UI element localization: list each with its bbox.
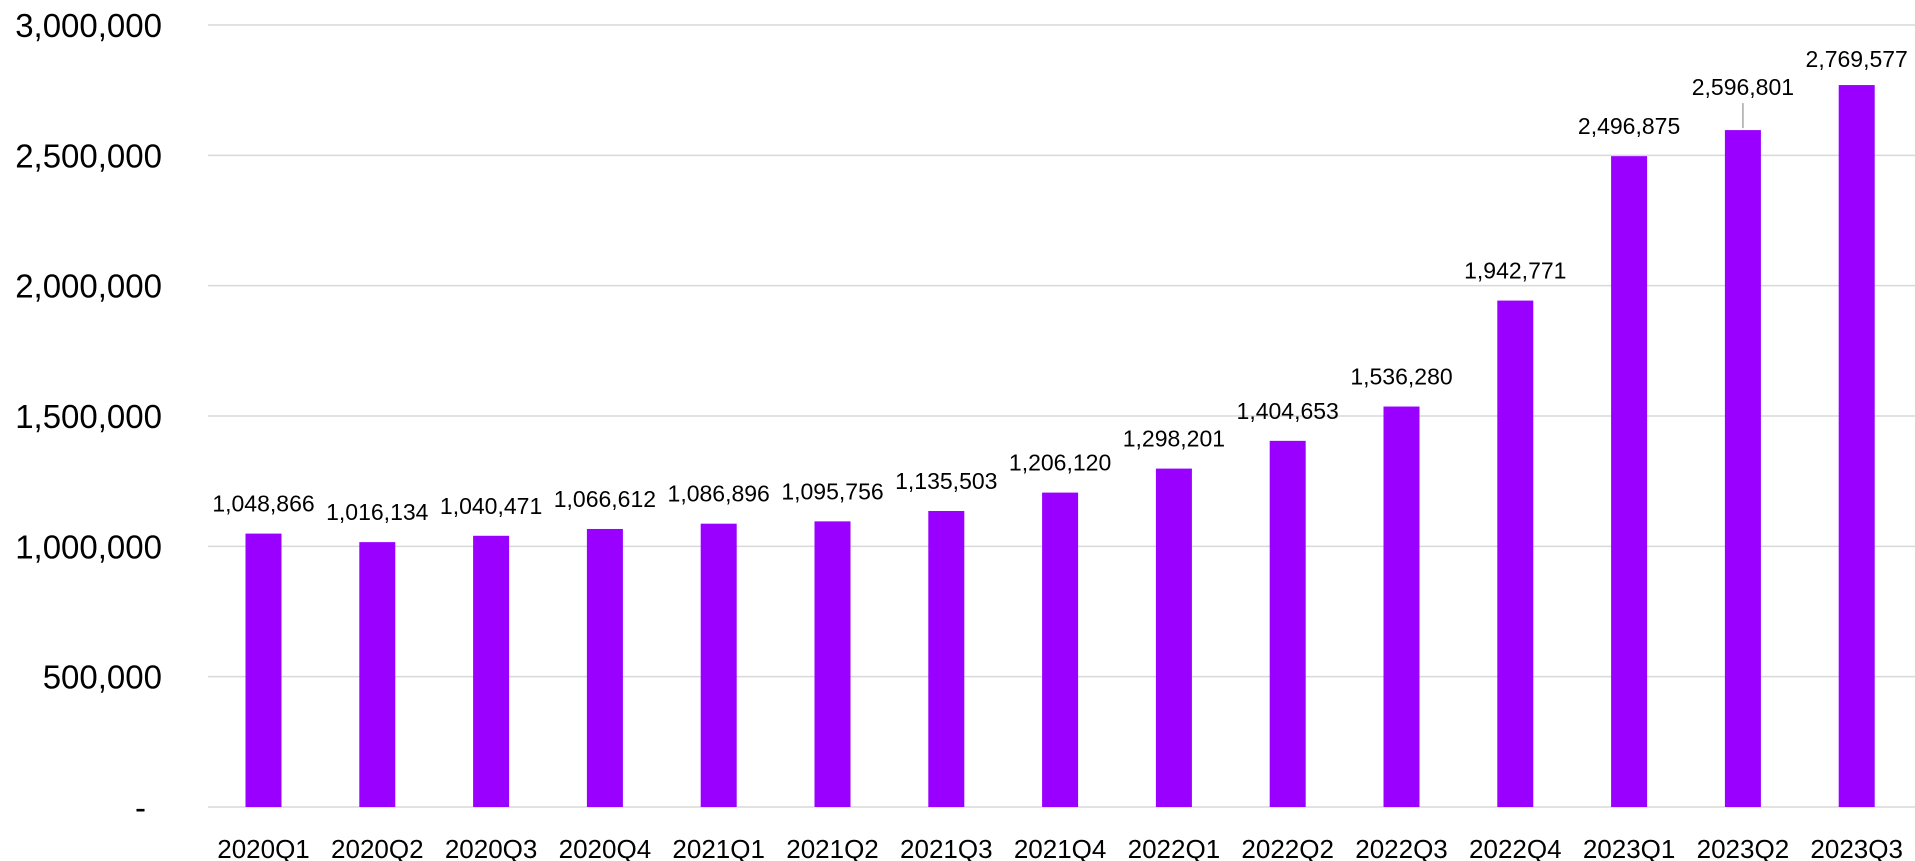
x-tick-label: 2022Q3 <box>1355 834 1448 861</box>
bar <box>1383 406 1420 807</box>
data-label: 1,048,866 <box>212 491 314 517</box>
x-tick-label: 2021Q4 <box>1014 834 1107 861</box>
data-label: 1,536,280 <box>1350 364 1452 390</box>
bar <box>814 521 851 807</box>
data-label: 2,596,801 <box>1692 74 1794 100</box>
bar <box>700 523 737 807</box>
bar <box>1724 130 1761 808</box>
bar <box>359 542 396 807</box>
bars <box>245 85 1875 808</box>
x-tick-label: 2022Q1 <box>1128 834 1221 861</box>
bar <box>928 511 965 807</box>
data-labels: 1,048,866 1,016,134 1,040,471 1,066,612 1,08… <box>212 46 1908 525</box>
y-tick-label: 1,500,000 <box>15 398 162 435</box>
x-axis: 2020Q1 2020Q2 2020Q3 2020Q4 2021Q1 2021Q2 2021… <box>217 834 1903 861</box>
bar <box>1497 300 1534 807</box>
data-label: 1,404,653 <box>1237 398 1339 424</box>
data-label: 1,206,120 <box>1009 450 1111 476</box>
x-tick-label: 2022Q4 <box>1469 834 1562 861</box>
y-axis: - 500,000 1,000,000 1,500,000 2,000,000 2,500… <box>15 7 162 826</box>
data-label: 2,769,577 <box>1806 46 1908 72</box>
y-tick-label: 2,500,000 <box>15 137 162 174</box>
x-tick-label: 2021Q2 <box>786 834 879 861</box>
y-tick-label: 2,000,000 <box>15 268 162 305</box>
data-label: 1,040,471 <box>440 493 542 519</box>
bar <box>1269 440 1306 807</box>
x-tick-label: 2023Q1 <box>1583 834 1676 861</box>
x-tick-label: 2020Q3 <box>445 834 538 861</box>
x-tick-label: 2021Q1 <box>672 834 765 861</box>
bar <box>473 535 510 807</box>
data-label: 1,135,503 <box>895 468 997 494</box>
bar <box>1155 468 1192 807</box>
x-tick-label: 2020Q1 <box>217 834 310 861</box>
data-label: 1,086,896 <box>668 481 770 507</box>
bar <box>1611 156 1648 807</box>
x-tick-label: 2023Q2 <box>1697 834 1790 861</box>
x-tick-label: 2020Q4 <box>559 834 652 861</box>
bar <box>586 528 623 807</box>
data-label: 1,016,134 <box>326 499 429 525</box>
bar <box>1838 85 1875 807</box>
y-tick-label: - <box>135 789 146 826</box>
data-label: 2,496,875 <box>1578 113 1680 139</box>
y-tick-label: 3,000,000 <box>15 7 162 44</box>
y-tick-label: 500,000 <box>43 659 162 696</box>
y-tick-label: 1,000,000 <box>15 528 162 565</box>
x-tick-label: 2021Q3 <box>900 834 993 861</box>
data-label: 1,942,771 <box>1464 258 1566 284</box>
x-tick-label: 2020Q2 <box>331 834 424 861</box>
bar <box>1042 492 1079 807</box>
data-label: 1,298,201 <box>1123 426 1225 452</box>
bar <box>245 533 282 807</box>
data-label: 1,095,756 <box>781 478 883 504</box>
data-label: 1,066,612 <box>554 486 656 512</box>
x-tick-label: 2023Q3 <box>1810 834 1903 861</box>
x-tick-label: 2022Q2 <box>1241 834 1334 861</box>
